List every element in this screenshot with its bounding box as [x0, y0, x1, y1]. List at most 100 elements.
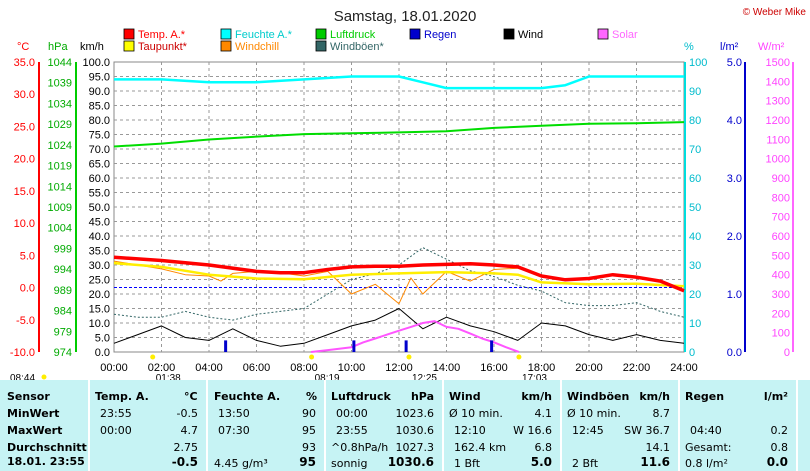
solar-tick-label: 800	[772, 192, 790, 204]
x-tick-label: 10:00	[338, 362, 366, 374]
sun-marker	[516, 354, 522, 360]
pressure-tick-label: 984	[54, 306, 72, 318]
sun-event-label: 17:03	[522, 373, 547, 380]
rain-tick-label: 2.0	[727, 231, 742, 243]
wind-tick-label: 45.0	[89, 217, 110, 229]
pressure-unit-label: hPa	[48, 41, 68, 53]
pressure-tick-label: 994	[54, 264, 72, 276]
pressure-axis-bar	[75, 62, 77, 352]
solar-tick-label: 400	[772, 270, 790, 282]
solar-tick-label: 1300	[766, 96, 790, 108]
temp-current-value: -0.5	[171, 455, 198, 469]
series-line-solar	[310, 320, 520, 353]
wind-run: 162.4 km	[454, 441, 507, 454]
solar-tick-label: 200	[772, 308, 790, 320]
gust-current-value: 11.6	[640, 455, 670, 469]
legend-label: Feuchte A.*	[235, 29, 293, 41]
humidity-tick-label: 80	[689, 115, 701, 127]
solar-tick-label: 600	[772, 231, 790, 243]
header-gust: Windböen	[567, 390, 630, 403]
wind-daily-avg: 6.8	[534, 441, 553, 454]
wind-beaufort: 1 Bft	[454, 457, 481, 470]
sun-event-label: 08:19	[315, 373, 340, 380]
pressure-tick-label: 1019	[48, 161, 72, 173]
wind-tick-label: 80.0	[89, 115, 110, 127]
pressure-current-value: 1030.6	[387, 455, 434, 469]
temp-avg-value: 2.75	[173, 441, 199, 454]
series-line-windb-en	[113, 247, 685, 321]
temp-min-value: -0.5	[176, 407, 198, 420]
pressure-tick-label: 979	[54, 326, 72, 338]
x-tick-label: 00:00	[100, 362, 128, 374]
x-tick-label: 14:00	[433, 362, 461, 374]
humidity-tick-label: 70	[689, 144, 701, 156]
stats-panel: Sensor MinWert MaxWert Durchschnitt 18.0…	[0, 380, 810, 471]
row-label-avg: Durchschnitt	[7, 441, 87, 454]
wind-tick-label: 0.0	[95, 347, 110, 359]
x-tick-label: 08:00	[290, 362, 318, 374]
header-humidity-unit: %	[306, 390, 318, 403]
solar-tick-label: 500	[772, 250, 790, 262]
temp-tick-label: 30.0	[14, 89, 35, 101]
rain-axis-bar	[744, 62, 746, 352]
temp-tick-label: 0.0	[20, 283, 35, 295]
temp-unit-label: °C	[17, 41, 29, 53]
wind-tick-label: 90.0	[89, 86, 110, 98]
rain-bar	[224, 340, 228, 352]
humidity-axis-bar	[684, 62, 686, 352]
solar-axis-bar	[792, 62, 794, 352]
sun-marker	[406, 354, 412, 360]
wind-tick-label: 95.0	[89, 72, 110, 84]
pressure-max-time: 23:55	[336, 424, 368, 437]
row-label-max: MaxWert	[7, 424, 63, 437]
rain-total-label: Gesamt:	[685, 441, 732, 454]
pressure-tick-label: 1044	[48, 57, 72, 69]
humidity-tick-label: 0	[689, 347, 695, 359]
rain-max-value: 0.2	[770, 424, 789, 437]
chart-title: Samstag, 18.01.2020	[334, 8, 477, 25]
divider	[324, 380, 326, 471]
solar-unit-label: W/m²	[758, 41, 785, 53]
legend-label: Windböen*	[330, 41, 385, 53]
temp-tick-label: 5.0	[20, 250, 35, 262]
humidity-min-time: 13:50	[218, 407, 250, 420]
series-line-temp-a	[113, 255, 685, 293]
rain-max-time: 04:40	[690, 424, 722, 437]
solar-tick-label: 1400	[766, 76, 790, 88]
legend-swatch	[503, 28, 515, 40]
x-tick-label: 24:00	[670, 362, 698, 374]
rain-bar	[352, 340, 356, 352]
weather-chart: 35.0 30.0 25.0 20.0 15.0 10.0 5.0 0.0 -5.0 -10.0 1…	[10, 7, 807, 380]
rain-bar	[490, 340, 494, 352]
pressure-tick-label: 1024	[48, 140, 72, 152]
humidity-max-time: 07:30	[218, 424, 250, 437]
header-rain: Regen	[685, 390, 725, 403]
humidity-current-value: 95	[299, 455, 316, 469]
wind-max-time: 12:10	[454, 424, 486, 437]
gust-max-value: SW 36.7	[624, 424, 670, 437]
header-sensor: Sensor	[7, 390, 50, 403]
sun-event-label: 01:38	[156, 373, 181, 380]
temp-tick-label: -5.0	[16, 315, 35, 327]
header-wind-unit: km/h	[521, 390, 552, 403]
legend-swatch	[315, 28, 327, 40]
solar-tick-label: 300	[772, 289, 790, 301]
solar-tick-label: 700	[772, 212, 790, 224]
header-humidity: Feuchte A.	[214, 390, 281, 403]
wind-tick-label: 55.0	[89, 188, 110, 200]
humidity-max-value: 95	[302, 424, 316, 437]
legend-swatch	[220, 28, 232, 40]
series-line-taupunkt	[113, 261, 685, 288]
x-tick-label: 20:00	[575, 362, 603, 374]
rain-tick-label: 0.0	[727, 347, 742, 359]
solar-tick-label: 1100	[766, 134, 790, 146]
rain-current-value: 0.0	[766, 455, 788, 469]
wind-tick-label: 5.0	[95, 333, 110, 345]
gust-max-time: 12:45	[572, 424, 604, 437]
humidity-tick-label: 30	[689, 260, 701, 272]
humidity-tick-label: 90	[689, 86, 701, 98]
wind-tick-label: 60.0	[89, 173, 110, 185]
gust-avg-label: Ø 10 min.	[567, 407, 621, 420]
wind-tick-label: 35.0	[89, 246, 110, 258]
x-tick-label: 16:00	[480, 362, 508, 374]
